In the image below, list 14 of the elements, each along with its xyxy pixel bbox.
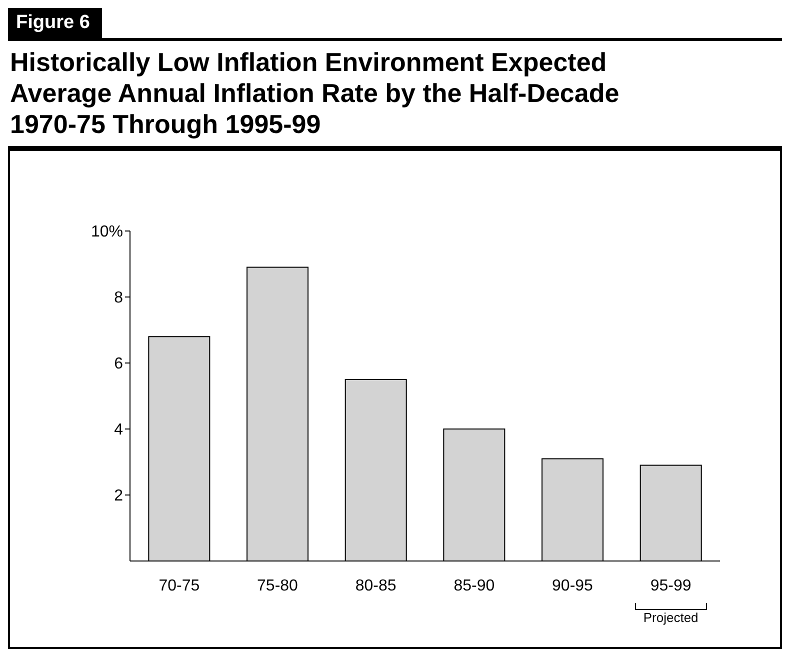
x-tick-label: 80-85 [355, 577, 396, 594]
y-tick-label: 10% [90, 224, 123, 241]
y-tick-label: 2 [114, 488, 124, 505]
x-tick-label: 95-99 [650, 577, 692, 594]
y-tick-label: 4 [114, 422, 124, 439]
chart-title: Historically Low Inflation Environment Expected Average Annual Inflation Rate by the Half-Decade 1970-75 Through 1995-99 [9, 47, 620, 140]
y-tick-label: 6 [114, 356, 124, 373]
text: Projected [642, 610, 700, 625]
x-tick-label: 90-95 [552, 577, 594, 594]
x-tick-label: 75-80 [257, 577, 298, 594]
caption: Figure 6 [8, 8, 102, 38]
x-tick-label: 85-90 [454, 577, 495, 594]
y-tick-label: 8 [114, 290, 124, 307]
x-tick-label: 70-75 [158, 577, 200, 594]
